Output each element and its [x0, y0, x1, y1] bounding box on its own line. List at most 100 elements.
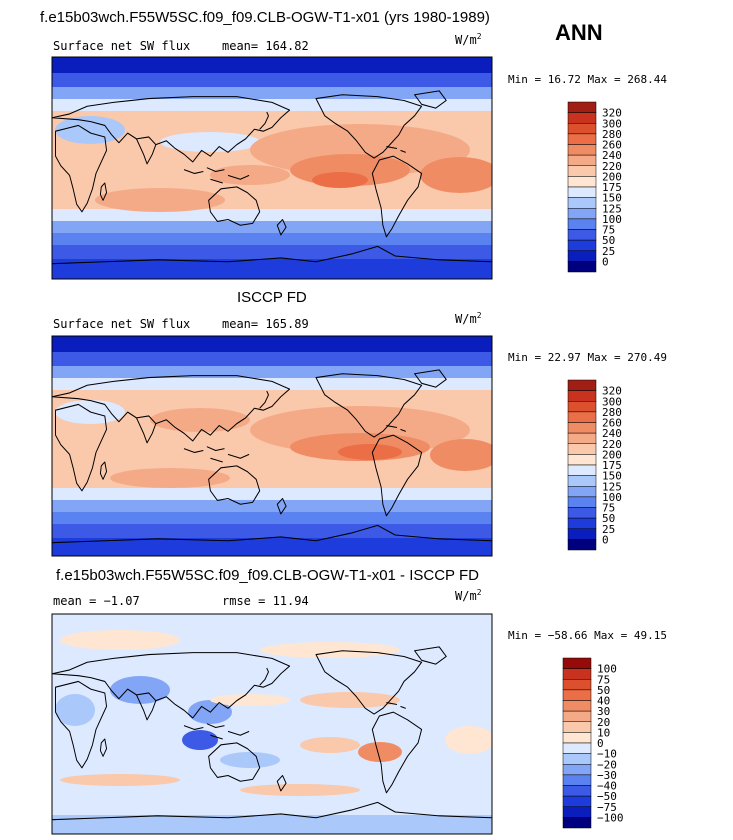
- panel-1-field-label: Surface net SW flux: [53, 39, 190, 53]
- labelbar-swatch: [567, 123, 597, 135]
- labelbar-tick-label: −100: [597, 811, 624, 824]
- labelbar-tick-label: 50: [602, 512, 615, 525]
- figure-title: f.e15b03wch.F55W5SC.f09_f09.CLB-OGW-T1-x…: [40, 9, 490, 26]
- labelbar-swatch: [562, 689, 592, 701]
- panel-3-map: [52, 614, 492, 834]
- labelbar-swatch: [567, 239, 597, 251]
- labelbar-tick-label: 150: [602, 192, 622, 205]
- labelbar-tick-label: 300: [602, 395, 622, 408]
- panel-3-units: W/m2: [455, 588, 482, 603]
- labelbar-tick-label: 125: [602, 202, 622, 215]
- labelbar-swatch: [562, 657, 592, 669]
- panel-obs: ISCCP FD Surface net SW flux mean= 165.8…: [51, 289, 667, 557]
- labelbar-swatch: [562, 679, 592, 691]
- labelbar-swatch: [562, 742, 592, 754]
- labelbar-swatch: [567, 390, 597, 402]
- panel-1-frame: [51, 56, 493, 280]
- labelbar-swatch: [567, 379, 597, 391]
- labelbar-swatch: [567, 112, 597, 124]
- panel-2-mean-label: mean= 165.89: [222, 317, 309, 331]
- labelbar-swatch: [562, 817, 592, 829]
- labelbar-tick-label: 75: [602, 224, 615, 237]
- panel-1-map: [52, 57, 492, 279]
- labelbar-swatch: [567, 464, 597, 476]
- panel-model: Surface net SW flux mean= 164.82 W/m2: [51, 32, 667, 280]
- panel-difference: f.e15b03wch.F55W5SC.f09_f09.CLB-OGW-T1-x…: [51, 567, 667, 835]
- labelbar-swatch: [562, 668, 592, 680]
- labelbar-tick-label: 0: [602, 533, 609, 546]
- panel-2-field-label: Surface net SW flux: [53, 317, 190, 331]
- labelbar-swatch: [567, 528, 597, 540]
- labelbar-tick-label: 240: [602, 427, 622, 440]
- labelbar-tick-label: −75: [597, 801, 617, 814]
- labelbar-tick-label: 30: [597, 705, 610, 718]
- labelbar-tick-label: 100: [602, 213, 622, 226]
- labelbar-tick-label: 50: [602, 234, 615, 247]
- labelbar-swatch: [567, 101, 597, 113]
- labelbar-swatch: [562, 753, 592, 765]
- labelbar-swatch: [567, 432, 597, 444]
- labelbar-tick-label: 280: [602, 406, 622, 419]
- labelbar-swatch: [562, 785, 592, 797]
- labelbar-swatch: [567, 454, 597, 466]
- panel-2-minmax: Min = 22.97 Max = 270.49: [508, 351, 667, 364]
- labelbar-swatch: [567, 250, 597, 262]
- season-label: ANN: [555, 20, 603, 45]
- labelbar-tick-label: 200: [602, 170, 622, 183]
- labelbar-tick-label: 175: [602, 181, 622, 194]
- labelbar-swatch: [562, 732, 592, 744]
- panel-1-units: W/m2: [455, 32, 482, 47]
- labelbar-tick-label: 0: [602, 255, 609, 268]
- labelbar-tick-label: −30: [597, 769, 617, 782]
- labelbar-swatch: [562, 721, 592, 733]
- labelbar-tick-label: 280: [602, 128, 622, 141]
- labelbar-tick-label: 25: [602, 245, 615, 258]
- labelbar-tick-label: 25: [602, 523, 615, 536]
- labelbar-tick-label: 220: [602, 438, 622, 451]
- panel-2-title: ISCCP FD: [237, 289, 307, 306]
- labelbar-tick-label: 10: [597, 726, 610, 739]
- labelbar-swatch: [567, 154, 597, 166]
- labelbar-tick-label: −10: [597, 748, 617, 761]
- labelbar-swatch: [567, 496, 597, 508]
- labelbar-tick-label: 175: [602, 459, 622, 472]
- labelbar-swatch: [567, 197, 597, 209]
- panel-3-minmax: Min = −58.66 Max = 49.15: [508, 629, 667, 642]
- labelbar-tick-label: 75: [602, 502, 615, 515]
- panel-2-frame: [51, 335, 493, 557]
- labelbar-swatch: [567, 411, 597, 423]
- labelbar-tick-label: −20: [597, 758, 617, 771]
- labelbar-tick-label: 200: [602, 448, 622, 461]
- labelbar-swatch: [567, 507, 597, 519]
- labelbar-tick-label: 320: [602, 107, 622, 120]
- labelbar-tick-label: 260: [602, 417, 622, 430]
- labelbar-swatch: [567, 144, 597, 156]
- labelbar-swatch: [567, 539, 597, 551]
- panel-3-rmse-label: rmse = 11.94: [222, 594, 309, 608]
- panel-1-minmax: Min = 16.72 Max = 268.44: [508, 73, 667, 86]
- labelbar-swatch: [567, 475, 597, 487]
- labelbar-tick-label: 0: [597, 737, 604, 750]
- labelbar-swatch: [567, 486, 597, 498]
- labelbar-swatch: [567, 186, 597, 198]
- labelbar-swatch: [562, 806, 592, 818]
- labelbar-swatch: [562, 700, 592, 712]
- labelbar-tick-label: 300: [602, 117, 622, 130]
- labelbar-swatch: [567, 401, 597, 413]
- labelbar-tick-label: 240: [602, 149, 622, 162]
- labelbar-swatch: [567, 229, 597, 241]
- labelbar-swatch: [567, 443, 597, 455]
- panel-2-units: W/m2: [455, 311, 482, 326]
- panel-3-title: f.e15b03wch.F55W5SC.f09_f09.CLB-OGW-T1-x…: [56, 567, 479, 584]
- labelbar-tick-label: 260: [602, 139, 622, 152]
- labelbar-swatch: [567, 517, 597, 529]
- labelbar-swatch: [567, 208, 597, 220]
- labelbar-tick-label: 320: [602, 385, 622, 398]
- labelbar-tick-label: 40: [597, 695, 610, 708]
- labelbar-tick-label: 100: [597, 663, 617, 676]
- panel-1-mean-label: mean= 164.82: [222, 39, 309, 53]
- labelbar-tick-label: 100: [602, 491, 622, 504]
